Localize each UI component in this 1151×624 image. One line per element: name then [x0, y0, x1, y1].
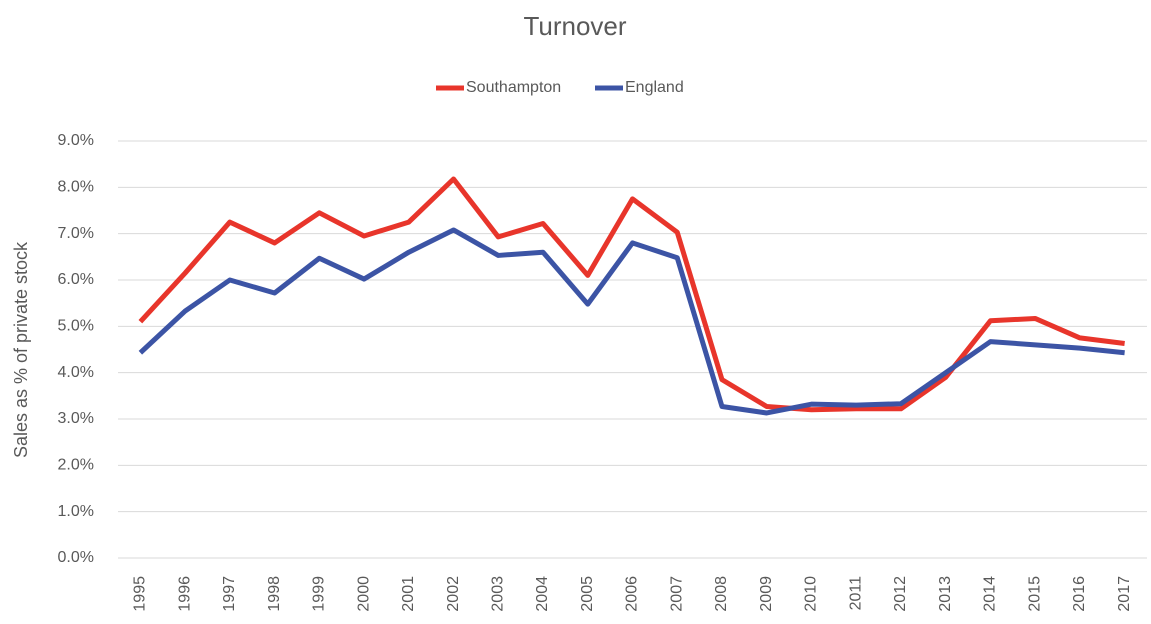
x-tick-label: 1997	[221, 576, 238, 612]
y-tick-label: 5.0%	[58, 318, 94, 335]
x-tick-label: 2000	[355, 576, 372, 612]
x-tick-label: 2004	[534, 576, 551, 612]
x-tick-label: 1996	[176, 576, 193, 612]
y-tick-label: 9.0%	[58, 132, 94, 149]
legend-label: Southampton	[466, 79, 561, 96]
x-tick-label: 2003	[490, 576, 507, 612]
x-tick-label: 2013	[937, 576, 954, 612]
x-tick-label: 2010	[803, 576, 820, 612]
y-tick-label: 1.0%	[58, 503, 94, 520]
x-tick-label: 2017	[1116, 576, 1133, 612]
x-tick-label: 2001	[400, 576, 417, 612]
x-tick-label: 2011	[847, 576, 864, 611]
chart-title: Turnover	[523, 11, 626, 41]
x-tick-label: 1995	[132, 576, 149, 612]
y-tick-label: 4.0%	[58, 364, 94, 381]
series-line	[138, 227, 1125, 416]
x-tick-label: 2002	[445, 576, 462, 612]
x-tick-label: 2008	[713, 576, 730, 612]
y-tick-label: 3.0%	[58, 410, 94, 427]
x-tick-label: 1999	[311, 576, 328, 612]
y-tick-label: 7.0%	[58, 225, 94, 242]
x-tick-label: 1998	[266, 576, 283, 612]
y-tick-label: 2.0%	[58, 457, 94, 474]
y-tick-label: 8.0%	[58, 179, 94, 196]
y-axis-label: Sales as % of private stock	[11, 241, 31, 458]
y-tick-label: 0.0%	[58, 549, 94, 566]
x-tick-label: 2012	[892, 576, 909, 612]
x-tick-label: 2009	[758, 576, 775, 612]
x-tick-label: 2014	[982, 576, 999, 612]
legend-label: England	[625, 79, 684, 96]
series-line	[138, 176, 1125, 413]
x-tick-label: 2016	[1071, 576, 1088, 612]
x-tick-label: 2005	[579, 576, 596, 612]
x-tick-label: 2007	[668, 576, 685, 612]
x-tick-label: 2015	[1026, 576, 1043, 612]
y-tick-label: 6.0%	[58, 271, 94, 288]
x-tick-label: 2006	[624, 576, 641, 612]
